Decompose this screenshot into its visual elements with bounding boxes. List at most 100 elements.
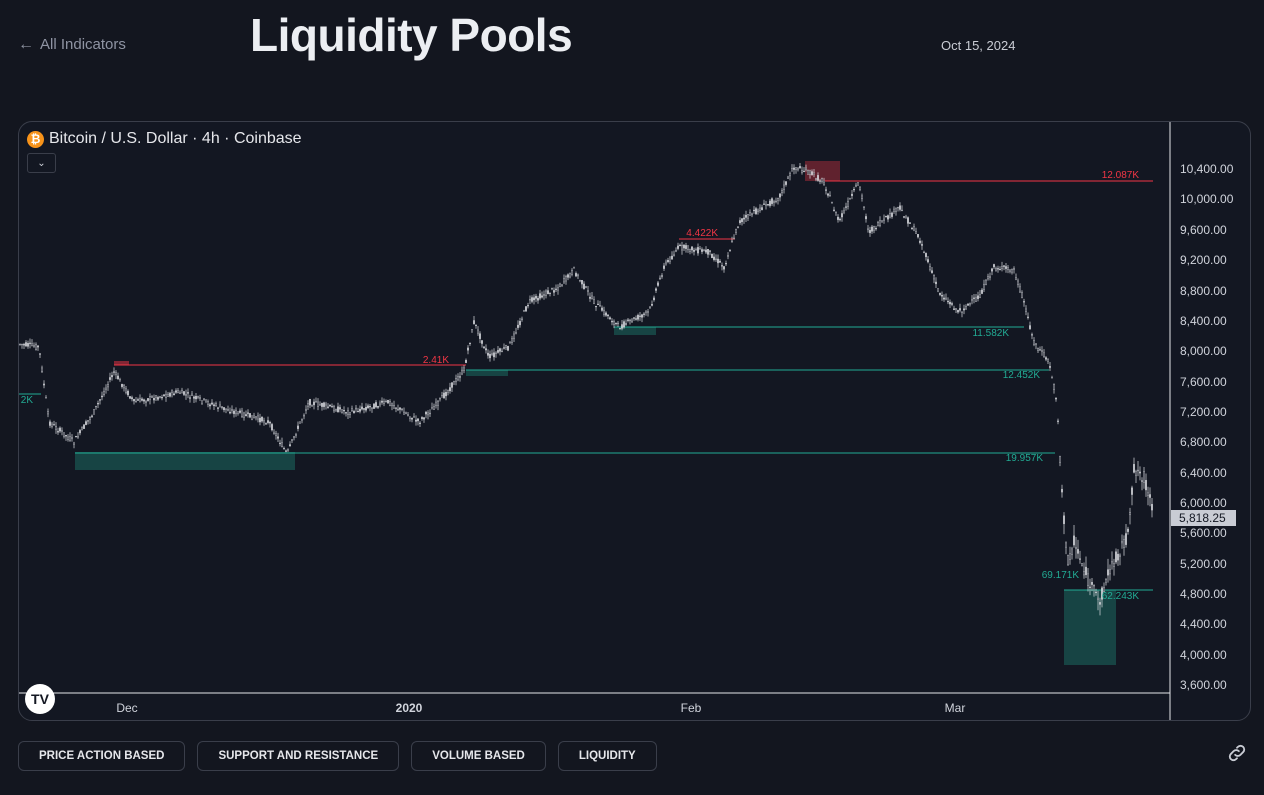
candle-body <box>679 244 681 247</box>
tab-liquidity[interactable]: LIQUIDITY <box>557 741 657 771</box>
tab-price-action[interactable]: PRICE ACTION BASED <box>18 741 186 771</box>
candle-body <box>605 312 607 316</box>
candle-body <box>947 300 949 303</box>
candle-body <box>177 390 179 393</box>
candle-body <box>63 432 65 437</box>
candle-body <box>365 406 367 411</box>
candle-body <box>1135 471 1137 476</box>
candle-body <box>309 399 311 406</box>
tradingview-logo-icon[interactable]: TV <box>25 684 55 714</box>
candle-body <box>73 442 75 445</box>
candle-body <box>1029 325 1031 330</box>
candle-body <box>1045 357 1047 360</box>
candle-body <box>41 367 43 373</box>
tab-volume-based[interactable]: VOLUME BASED <box>411 741 546 771</box>
candle-body <box>425 411 427 415</box>
candle-body <box>429 412 431 415</box>
candle-body <box>349 412 351 415</box>
candle-body <box>687 245 689 251</box>
candle-body <box>263 420 265 423</box>
candle-body <box>705 249 707 253</box>
candle-body <box>39 353 41 355</box>
candle-body <box>621 324 623 329</box>
last-price-label: 5,818.25 <box>1179 511 1226 525</box>
candle-body <box>953 308 955 310</box>
candle-body <box>357 410 359 413</box>
price-axis[interactable]: 10,400.00 10,000.00 9,600.00 9,200.00 8,… <box>1180 162 1234 692</box>
candle-body <box>1129 512 1131 515</box>
candle-body <box>229 411 231 414</box>
candle-body <box>49 421 51 426</box>
candle-body <box>567 274 569 278</box>
candle-body <box>901 209 903 212</box>
candle-body <box>853 189 855 191</box>
back-link[interactable]: ← All Indicators <box>18 36 126 53</box>
candle-body <box>87 420 89 422</box>
chevron-down-icon: ⌄ <box>37 157 46 169</box>
candle-body <box>377 406 379 408</box>
collapse-legend-button[interactable]: ⌄ <box>27 153 56 173</box>
link-icon[interactable] <box>1226 742 1248 764</box>
symbol-header[interactable]: ₿ Bitcoin / U.S. Dollar · 4h · Coinbase <box>27 130 302 148</box>
candle-body <box>275 433 277 436</box>
candle-body <box>925 253 927 258</box>
chart-panel[interactable]: 12.087K 4.422K 2.41K 11.582K 12.452K 19.… <box>18 121 1251 721</box>
candle-body <box>35 344 37 350</box>
candle-body <box>753 209 755 212</box>
tab-support-resistance[interactable]: SUPPORT AND RESISTANCE <box>197 741 400 771</box>
candle-body <box>921 244 923 246</box>
candle-body <box>25 342 27 347</box>
candle-body <box>437 400 439 406</box>
candle-body <box>1121 541 1123 544</box>
candle-body <box>599 304 601 307</box>
candle-body <box>535 295 537 299</box>
candle-body <box>667 260 669 263</box>
candle-body <box>963 308 965 311</box>
candle-body <box>277 436 279 439</box>
candle-body <box>547 290 549 295</box>
candle-body <box>539 293 541 299</box>
candle-body <box>1021 292 1023 299</box>
candle-body <box>247 412 249 414</box>
candle-body <box>397 408 399 411</box>
time-axis[interactable]: Dec 2020 Feb Mar <box>116 701 965 715</box>
price-tick: 7,600.00 <box>1180 375 1227 389</box>
price-chart[interactable]: 12.087K 4.422K 2.41K 11.582K 12.452K 19.… <box>19 122 1250 720</box>
candle-body <box>645 310 647 313</box>
candle-body <box>623 321 625 328</box>
candle-body <box>23 344 25 346</box>
candle-body <box>941 295 943 297</box>
candle-body <box>169 392 171 397</box>
candle-body <box>227 409 229 412</box>
candle-body <box>607 314 609 317</box>
candle-body <box>271 424 273 431</box>
candle-body <box>1043 352 1045 357</box>
price-tick: 6,400.00 <box>1180 466 1227 480</box>
candle-body <box>843 210 845 213</box>
candle-body <box>627 319 629 321</box>
candle-body <box>669 256 671 262</box>
candle-body <box>497 350 499 353</box>
candle-body <box>281 442 283 448</box>
candle-body <box>239 410 241 413</box>
candle-body <box>291 439 293 441</box>
candle-body <box>525 306 527 312</box>
candle-body <box>451 382 453 388</box>
candle-body <box>747 214 749 219</box>
candle-body <box>935 281 937 285</box>
candle-body <box>983 283 985 290</box>
candle-body <box>985 279 987 285</box>
candle-body <box>191 393 193 396</box>
candle-body <box>121 383 123 387</box>
candle-body <box>145 401 147 403</box>
candle-body <box>825 189 827 191</box>
candle-body <box>657 282 659 286</box>
candle-body <box>491 353 493 356</box>
candle-body <box>487 352 489 356</box>
candle-body <box>217 407 219 409</box>
candle-body <box>1063 515 1065 525</box>
candle-body <box>981 289 983 294</box>
candle-body <box>583 283 585 290</box>
candle-body <box>431 407 433 410</box>
candle-body <box>1139 471 1141 474</box>
